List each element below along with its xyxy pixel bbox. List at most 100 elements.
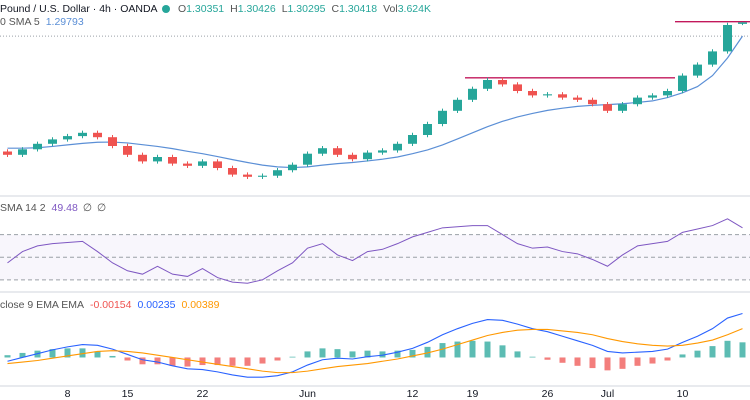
histogram-bar xyxy=(304,351,311,358)
histogram-bar xyxy=(679,354,686,358)
ohlc-value: 1.30426 xyxy=(238,3,276,15)
histogram-bar xyxy=(709,346,716,358)
candle-body xyxy=(288,164,297,171)
histogram-bar xyxy=(334,349,341,358)
histogram-bar xyxy=(619,357,626,369)
histogram-bar xyxy=(469,340,476,358)
candle-body xyxy=(138,154,147,162)
histogram-bar xyxy=(739,342,746,358)
histogram-bar xyxy=(574,357,581,366)
candle-body xyxy=(693,64,702,76)
legend-extra: ∅ xyxy=(83,202,92,214)
candle-body xyxy=(318,148,327,154)
histogram-bar xyxy=(664,357,671,361)
histogram-bar xyxy=(94,351,101,358)
ohlc-value: 1.30295 xyxy=(288,3,326,15)
histogram-bar xyxy=(514,351,521,358)
symbol-title: Pound / U.S. Dollar · 4h · OANDA xyxy=(0,3,158,15)
candle-body xyxy=(498,80,507,85)
rsi-line xyxy=(7,218,743,284)
candle-body xyxy=(303,153,312,165)
candle-body xyxy=(648,95,657,98)
candle-body xyxy=(153,157,162,162)
candle-body xyxy=(213,161,222,168)
x-tick-label: 15 xyxy=(122,388,134,400)
candle-body xyxy=(513,84,522,91)
candle-body xyxy=(228,168,237,175)
histogram-bar xyxy=(244,357,251,366)
histogram-bar xyxy=(649,357,656,364)
candle-body xyxy=(333,148,342,155)
candle-body xyxy=(273,170,282,176)
histogram-bar xyxy=(64,348,71,358)
candle-body xyxy=(258,175,267,177)
histogram-bar xyxy=(124,357,131,361)
sma-line xyxy=(7,35,743,169)
histogram-bar xyxy=(169,357,176,366)
x-tick-label: 12 xyxy=(407,388,419,400)
ohlc-label: H xyxy=(230,3,238,15)
histogram-bar xyxy=(259,357,266,364)
candle-body xyxy=(738,22,747,24)
histogram-bar xyxy=(229,357,236,366)
legend-text: close 9 EMA EMA xyxy=(0,299,84,311)
candle-body xyxy=(243,174,252,177)
histogram-bar xyxy=(454,341,461,358)
macd-line xyxy=(7,328,743,374)
candle-body xyxy=(378,150,387,153)
candle-body xyxy=(393,143,402,151)
x-tick-label: Jun xyxy=(299,388,316,400)
candle-body xyxy=(723,25,732,52)
ohlc-readout: O1.30351 H1.30426 L1.30295 C1.30418 Vol3.624… xyxy=(178,3,431,15)
candle-body xyxy=(573,97,582,100)
histogram-bar xyxy=(289,356,296,358)
x-tick-label: 26 xyxy=(542,388,554,400)
candle-body xyxy=(633,97,642,105)
volume-label: Vol xyxy=(383,3,398,15)
candle-body xyxy=(468,88,477,100)
candle-body xyxy=(453,99,462,111)
candle-body xyxy=(438,110,447,124)
candle-body xyxy=(483,80,492,89)
candle-body xyxy=(708,51,717,65)
histogram-bar xyxy=(214,357,221,366)
candle-body xyxy=(33,143,42,150)
candle-body xyxy=(363,152,372,160)
candle-body xyxy=(678,75,687,91)
candle-body xyxy=(18,149,27,155)
candle-body xyxy=(588,99,597,105)
histogram-bar xyxy=(184,357,191,367)
legend-value: 49.48 xyxy=(52,202,78,214)
histogram-bar xyxy=(439,343,446,358)
histogram-bar xyxy=(4,355,11,358)
x-tick-label: 10 xyxy=(677,388,689,400)
ohlc-value: 1.30418 xyxy=(339,3,377,15)
candle-body xyxy=(78,132,87,137)
candle-body xyxy=(348,154,357,160)
macd-legend: close 9 EMA EMA -0.00154 0.00235 0.00389 xyxy=(0,299,220,311)
macd-line xyxy=(7,312,743,378)
sma-legend: 0 SMA 5 1.29793 xyxy=(0,16,84,28)
histogram-bar xyxy=(349,351,356,358)
histogram-bar xyxy=(484,341,491,358)
candle-body xyxy=(108,137,117,146)
x-tick-label: 19 xyxy=(467,388,479,400)
histogram-bar xyxy=(424,346,431,358)
histogram-bar xyxy=(379,351,386,358)
plot-layer xyxy=(0,21,750,378)
histogram-bar xyxy=(529,356,536,358)
histogram-bar xyxy=(49,349,56,358)
histogram-bar xyxy=(364,350,371,358)
histogram-bar xyxy=(109,355,116,358)
legend-value: 1.29793 xyxy=(46,16,84,28)
legend-extra: ∅ xyxy=(97,202,106,214)
candle-body xyxy=(528,91,537,96)
candle-body xyxy=(3,151,12,155)
status-dot xyxy=(162,5,170,13)
candle-body xyxy=(408,135,417,144)
candle-body xyxy=(183,163,192,166)
histogram-bar xyxy=(154,357,161,365)
histogram-bar xyxy=(499,345,506,358)
